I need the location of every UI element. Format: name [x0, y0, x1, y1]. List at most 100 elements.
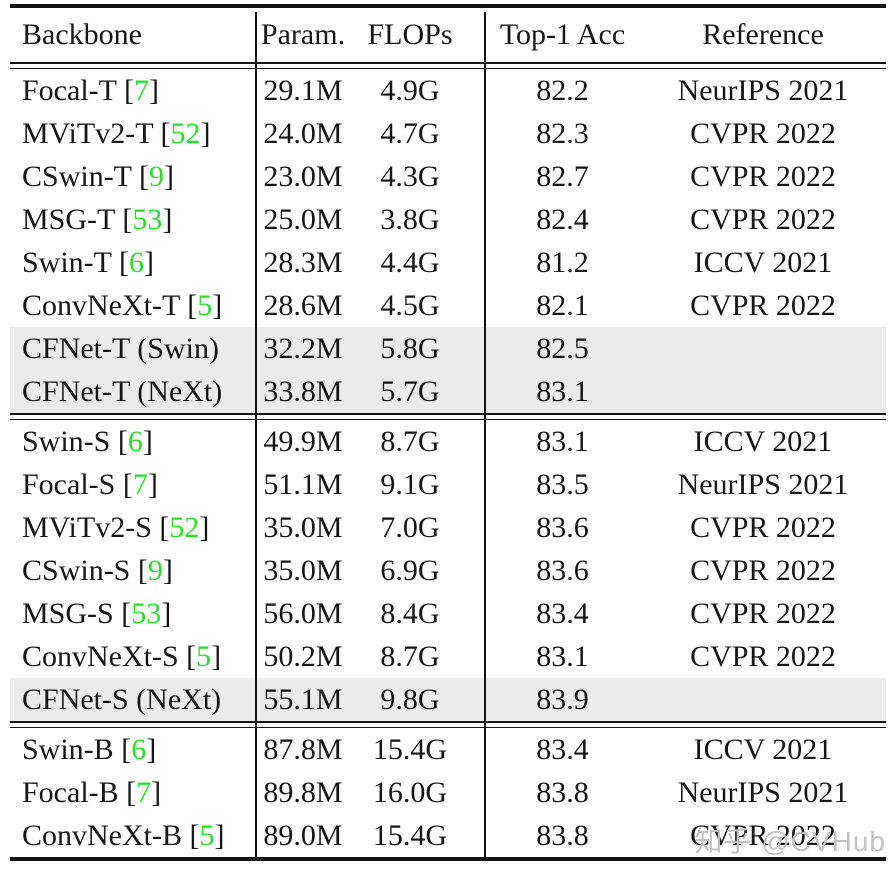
table-row: Focal-S [7] 51.1M 9.1G 83.5 NeurIPS 2021 [10, 463, 886, 506]
flops-cell: 6.9G [380, 553, 440, 587]
reference-cell: CVPR 2022 [690, 159, 836, 193]
param-cell: 87.8M [263, 732, 343, 766]
top1-acc-cell: 83.5 [536, 467, 589, 501]
flops-cell: 4.4G [380, 245, 440, 279]
backbone-cell: ConvNeXt-B [5] [10, 818, 256, 852]
flops-cell: 8.7G [380, 424, 440, 458]
backbone-name: MViTv2-T [22, 116, 153, 150]
param-cell: 55.1M [263, 682, 343, 716]
flops-cell: 9.1G [380, 467, 440, 501]
param-cell: 29.1M [263, 73, 343, 107]
table-row: CFNet-S (NeXt) 55.1M 9.8G 83.9 [10, 678, 886, 721]
table-top-rule [10, 4, 886, 8]
top1-acc-cell: 83.1 [536, 424, 589, 458]
top1-acc-cell: 83.4 [536, 596, 589, 630]
table-row: MViTv2-T [52] 24.0M 4.7G 82.3 CVPR 2022 [10, 112, 886, 155]
flops-cell: 4.5G [380, 288, 440, 322]
backbone-name: Focal-T [22, 73, 117, 107]
top1-acc-cell: 83.4 [536, 732, 589, 766]
backbone-name: Focal-S [22, 467, 116, 501]
flops-cell: 5.7G [380, 374, 440, 408]
citation-number: 7 [136, 775, 152, 809]
param-cell: 23.0M [263, 159, 343, 193]
param-cell: 35.0M [263, 510, 343, 544]
param-cell: 24.0M [263, 116, 343, 150]
backbone-name: ConvNeXt-T [22, 288, 180, 322]
reference-cell: ICCV 2021 [693, 245, 833, 279]
backbone-cell: CSwin-S [9] [10, 553, 256, 587]
backbone-cell: Swin-B [6] [10, 732, 256, 766]
top1-acc-cell: 83.1 [536, 639, 589, 673]
citation: [52] [152, 116, 211, 150]
reference-cell: NeurIPS 2021 [677, 73, 849, 107]
param-cell: 51.1M [263, 467, 343, 501]
table-row: Swin-B [6] 87.8M 15.4G 83.4 ICCV 2021 [10, 728, 886, 771]
table-body: Focal-T [7] 29.1M 4.9G 82.2 NeurIPS 2021… [0, 69, 896, 857]
citation: [5] [178, 639, 222, 673]
citation-number: 9 [148, 159, 164, 193]
table-row: Swin-S [6] 49.9M 8.7G 83.1 ICCV 2021 [10, 420, 886, 463]
top1-acc-cell: 83.9 [536, 682, 589, 716]
header-double-rule [10, 62, 886, 69]
reference-cell: NeurIPS 2021 [677, 775, 849, 809]
citation-number: 53 [131, 596, 162, 630]
flops-cell: 8.7G [380, 639, 440, 673]
backbone-cell: Swin-T [6] [10, 245, 256, 279]
backbone-name: CSwin-S [22, 553, 131, 587]
column-header-flops: FLOPs [367, 18, 453, 51]
citation: [53] [113, 596, 172, 630]
section-double-rule [10, 413, 886, 420]
backbone-cell: CFNet-S (NeXt) [10, 682, 256, 716]
flops-cell: 16.0G [372, 775, 448, 809]
top1-acc-cell: 83.8 [536, 775, 589, 809]
top1-acc-cell: 83.1 [536, 374, 589, 408]
backbone-cell: CSwin-T [9] [10, 159, 256, 193]
param-cell: 89.8M [263, 775, 343, 809]
table-row: CSwin-T [9] 23.0M 4.3G 82.7 CVPR 2022 [10, 155, 886, 198]
citation-number: 52 [170, 116, 201, 150]
reference-cell: CVPR 2022 [690, 818, 836, 852]
reference-cell: CVPR 2022 [690, 288, 836, 322]
citation: [5] [182, 818, 225, 852]
table-row: CFNet-T (Swin) 32.2M 5.8G 82.5 [10, 327, 886, 370]
top1-acc-cell: 83.6 [536, 510, 589, 544]
column-header-backbone: Backbone [22, 18, 142, 51]
vertical-divider-backbone [255, 12, 257, 860]
flops-cell: 15.4G [372, 732, 448, 766]
table-row: CFNet-T (NeXt) 33.8M 5.7G 83.1 [10, 370, 886, 413]
table-row: MViTv2-S [52] 35.0M 7.0G 83.6 CVPR 2022 [10, 506, 886, 549]
top1-acc-cell: 82.5 [536, 331, 589, 365]
watermark: 知乎 @CVHub [694, 826, 886, 857]
section-double-rule [10, 721, 886, 728]
citation: [9] [131, 159, 174, 193]
param-cell: 25.0M [263, 202, 343, 236]
reference-cell: CVPR 2022 [690, 596, 836, 630]
citation: [7] [118, 775, 162, 809]
citation: [7] [116, 73, 159, 107]
backbone-name: CFNet-S (NeXt) [22, 682, 222, 716]
param-cell: 89.0M [263, 818, 343, 852]
citation: [6] [113, 732, 157, 766]
flops-cell: 15.4G [372, 818, 448, 852]
top1-acc-cell: 82.4 [536, 202, 589, 236]
backbone-cell: CFNet-T (NeXt) [10, 376, 256, 407]
top1-acc-cell: 82.1 [536, 288, 589, 322]
citation: [52] [151, 510, 210, 544]
table-row: Focal-T [7] 29.1M 4.9G 82.2 NeurIPS 2021 [10, 69, 886, 112]
citation: [6] [111, 245, 154, 279]
table-row: MSG-S [53] 56.0M 8.4G 83.4 CVPR 2022 [10, 592, 886, 635]
backbone-cell: MViTv2-T [52] [10, 116, 256, 150]
table-row: CSwin-S [9] 35.0M 6.9G 83.6 CVPR 2022 [10, 549, 886, 592]
citation: [5] [179, 288, 223, 322]
reference-cell: CVPR 2022 [690, 116, 836, 150]
backbone-cell: MViTv2-S [52] [10, 510, 256, 544]
citation-number: 53 [132, 202, 163, 236]
backbone-comparison-table: Backbone Param. FLOPs Top-1 Acc Referenc… [0, 4, 896, 880]
backbone-name: MViTv2-S [22, 510, 152, 544]
table-row: ConvNeXt-B [5] 89.0M 15.4G 83.8 CVPR 202… [10, 814, 886, 857]
backbone-name: MSG-S [22, 596, 114, 630]
backbone-cell: ConvNeXt-T [5] [10, 288, 256, 322]
citation: [53] [114, 202, 173, 236]
table-row: Focal-B [7] 89.8M 16.0G 83.8 NeurIPS 202… [10, 771, 886, 814]
param-cell: 35.0M [263, 553, 343, 587]
